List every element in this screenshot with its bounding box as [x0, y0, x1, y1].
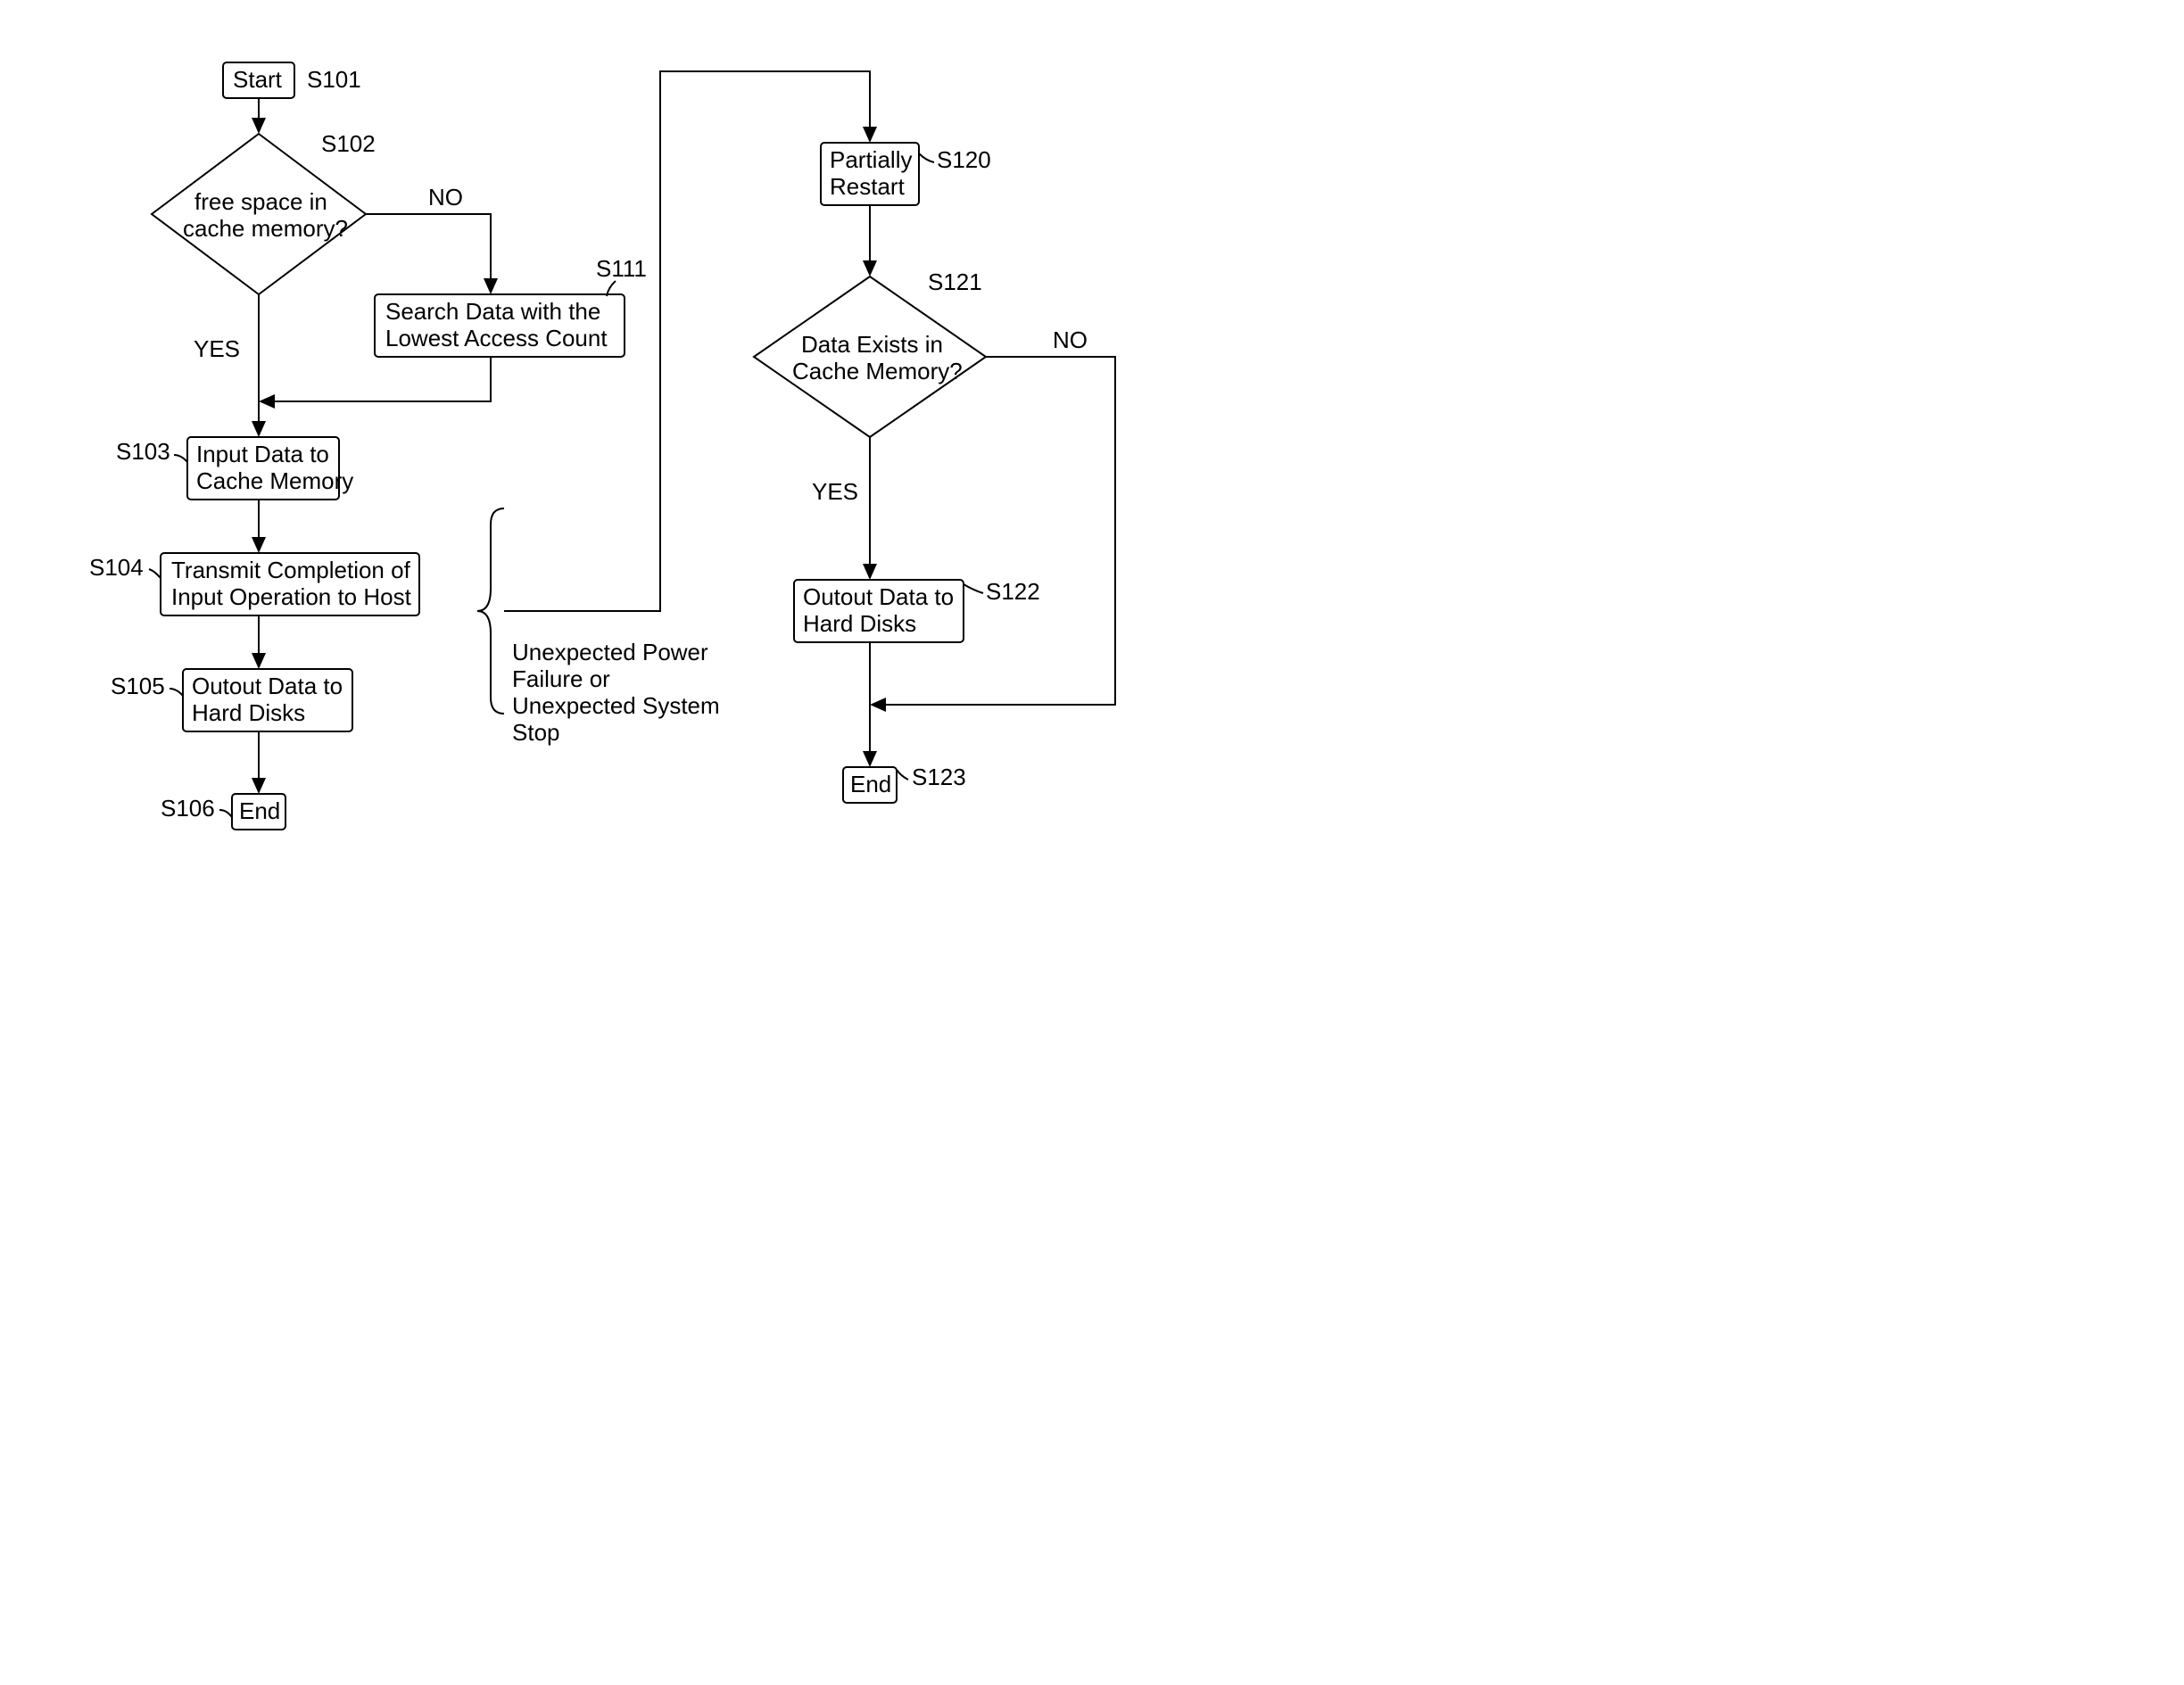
edge-label-no: NO [1053, 326, 1088, 353]
node-text: Hard Disks [192, 699, 305, 726]
step-label: S111 [596, 255, 647, 282]
step-label: S120 [937, 146, 991, 173]
step-label: S122 [986, 578, 1040, 605]
label-connector [149, 569, 161, 578]
step-label: S101 [307, 66, 361, 93]
node-text: End [850, 771, 891, 797]
node-text: Restart [830, 173, 906, 200]
node-text: Cache Memory [196, 467, 353, 494]
label-connector [897, 770, 908, 780]
curly-brace [477, 508, 504, 714]
label-connector [219, 810, 232, 817]
edge-label-yes: YES [812, 478, 858, 505]
step-label: S102 [321, 130, 376, 157]
annotation-line: Unexpected System [512, 692, 720, 719]
node-text: free space in [194, 188, 327, 215]
node-text: Data Exists in [801, 331, 943, 358]
flowchart-diagram: Start S101 free space in cache memory? S… [18, 18, 1178, 910]
node-text: Start [233, 66, 283, 93]
node-text: Search Data with the [385, 298, 600, 325]
label-connector [174, 455, 187, 462]
label-connector [170, 689, 183, 696]
node-text: Input Data to [196, 441, 329, 467]
node-text: Transmit Completion of [171, 557, 411, 583]
node-text: Input Operation to Host [171, 583, 412, 610]
edge-label-yes: YES [194, 335, 240, 362]
node-text: Outout Data to [803, 583, 954, 610]
annotation-line: Unexpected Power [512, 639, 708, 665]
node-text: Outout Data to [192, 673, 343, 699]
step-label: S103 [116, 438, 170, 465]
label-connector [919, 153, 934, 162]
annotation-line: Stop [512, 719, 560, 746]
step-label: S104 [89, 554, 144, 581]
step-label: S105 [111, 673, 165, 699]
edge-label-no: NO [428, 184, 463, 211]
node-text: cache memory? [183, 215, 348, 242]
node-text: Cache Memory? [792, 358, 963, 384]
edge [366, 214, 491, 293]
node-text: End [239, 797, 280, 824]
node-text: Hard Disks [803, 610, 916, 637]
annotation-line: Failure or [512, 665, 610, 692]
step-label: S121 [928, 268, 982, 295]
step-label: S123 [912, 764, 966, 790]
step-label: S106 [161, 795, 215, 822]
label-connector [964, 584, 983, 593]
node-text: Partially [830, 146, 912, 173]
node-text: Lowest Access Count [385, 325, 608, 351]
edge [261, 357, 491, 401]
